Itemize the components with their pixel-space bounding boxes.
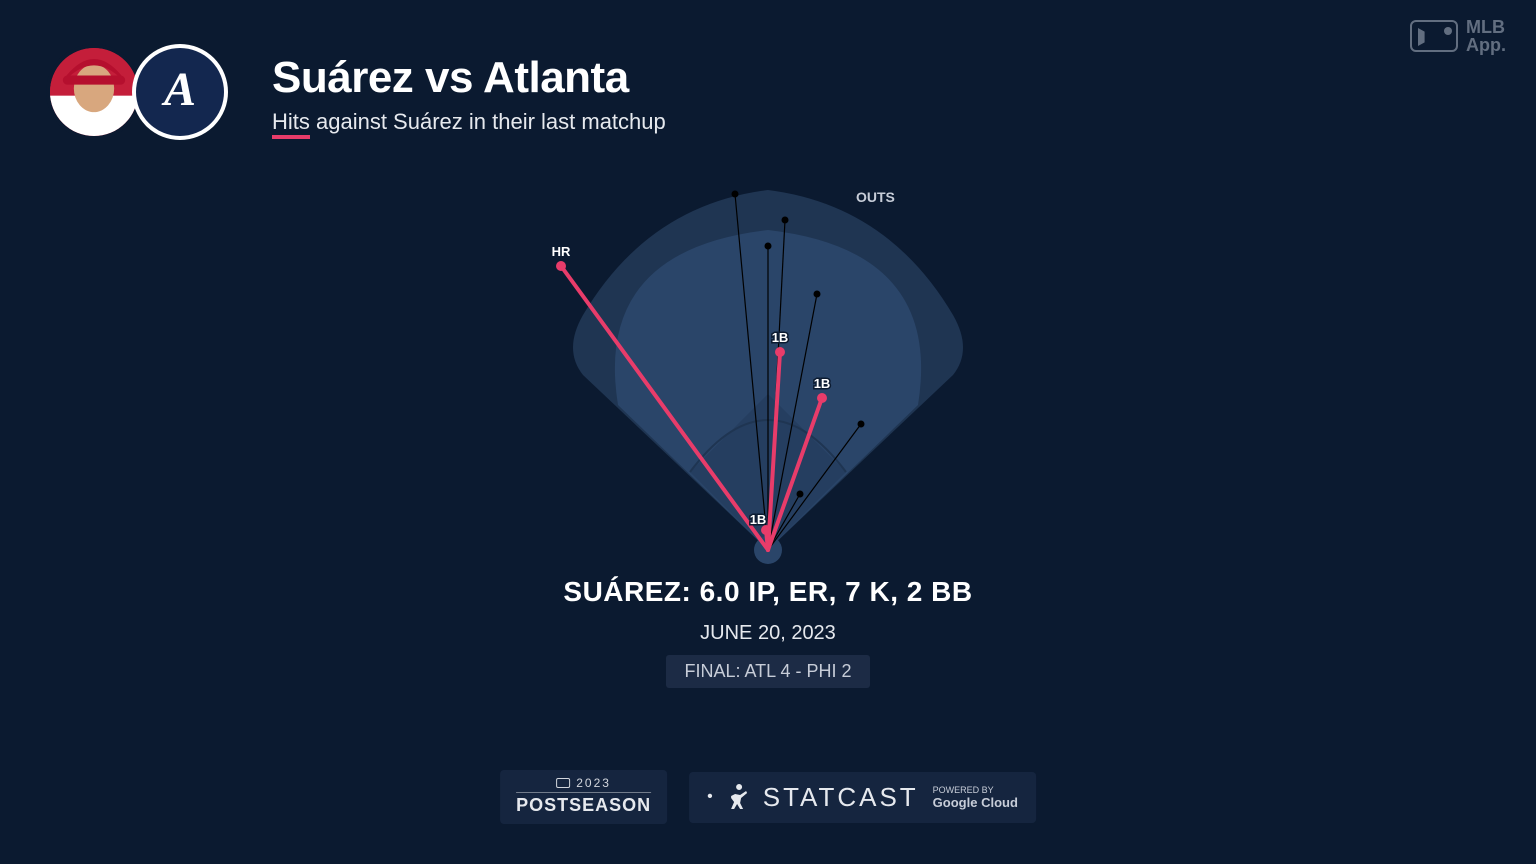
mlb-app-line1: MLB: [1466, 18, 1506, 36]
final-score: FINAL: ATL 4 - PHI 2: [666, 655, 869, 688]
pitcher-statline: SUÁREZ: 6.0 IP, ER, 7 K, 2 BB: [468, 576, 1068, 608]
subtitle-rest: against Suárez in their last matchup: [310, 109, 666, 134]
google-cloud: Google Cloud: [933, 796, 1018, 809]
stat-block: SUÁREZ: 6.0 IP, ER, 7 K, 2 BB JUNE 20, 2…: [468, 576, 1068, 688]
header: A Suárez vs Atlanta Hits against Suárez …: [46, 44, 666, 144]
statcast-label: STATCAST: [763, 782, 919, 813]
bullet-icon: •: [707, 788, 713, 806]
postseason-year: 2023: [576, 776, 611, 790]
mlb-app-badge: MLB App.: [1410, 18, 1506, 54]
spray-chart-svg: HR 1B 1B 1B OUTS: [528, 180, 1008, 580]
player-silhouette-icon: [50, 48, 138, 136]
postseason-badge: 2023 POSTSEASON: [500, 770, 667, 824]
svg-text:OUTS: OUTS: [856, 189, 895, 205]
batter-silhouette-icon: [727, 784, 749, 810]
spray-chart: HR 1B 1B 1B OUTS: [528, 180, 1008, 580]
statcast-badge: • STATCAST POWERED BY Google Cloud: [689, 772, 1036, 823]
page-subtitle: Hits against Suárez in their last matchu…: [272, 109, 666, 135]
avatar-group: A: [46, 44, 240, 144]
footer-badges: 2023 POSTSEASON • STATCAST POWERED BY Go…: [500, 770, 1036, 824]
title-block: Suárez vs Atlanta Hits against Suárez in…: [272, 53, 666, 135]
powered-by: POWERED BY: [933, 786, 1018, 795]
postseason-year-row: 2023: [556, 776, 611, 790]
page-title: Suárez vs Atlanta: [272, 53, 666, 103]
svg-text:1B: 1B: [750, 512, 767, 527]
game-date: JUNE 20, 2023: [468, 622, 1068, 645]
team-avatar-letter: A: [164, 66, 196, 114]
google-cloud-credit: POWERED BY Google Cloud: [933, 786, 1018, 809]
mlb-tv-icon: [1410, 20, 1458, 52]
mlb-app-text: MLB App.: [1466, 18, 1506, 54]
postseason-label: POSTSEASON: [516, 792, 651, 816]
svg-text:1B: 1B: [814, 376, 831, 391]
team-avatar: A: [132, 44, 228, 140]
mlb-mini-icon: [556, 778, 570, 788]
player-avatar: [46, 44, 142, 140]
svg-text:HR: HR: [552, 244, 571, 259]
subtitle-hits-word: Hits: [272, 109, 310, 139]
mlb-app-line2: App.: [1466, 36, 1506, 54]
svg-text:1B: 1B: [772, 330, 789, 345]
